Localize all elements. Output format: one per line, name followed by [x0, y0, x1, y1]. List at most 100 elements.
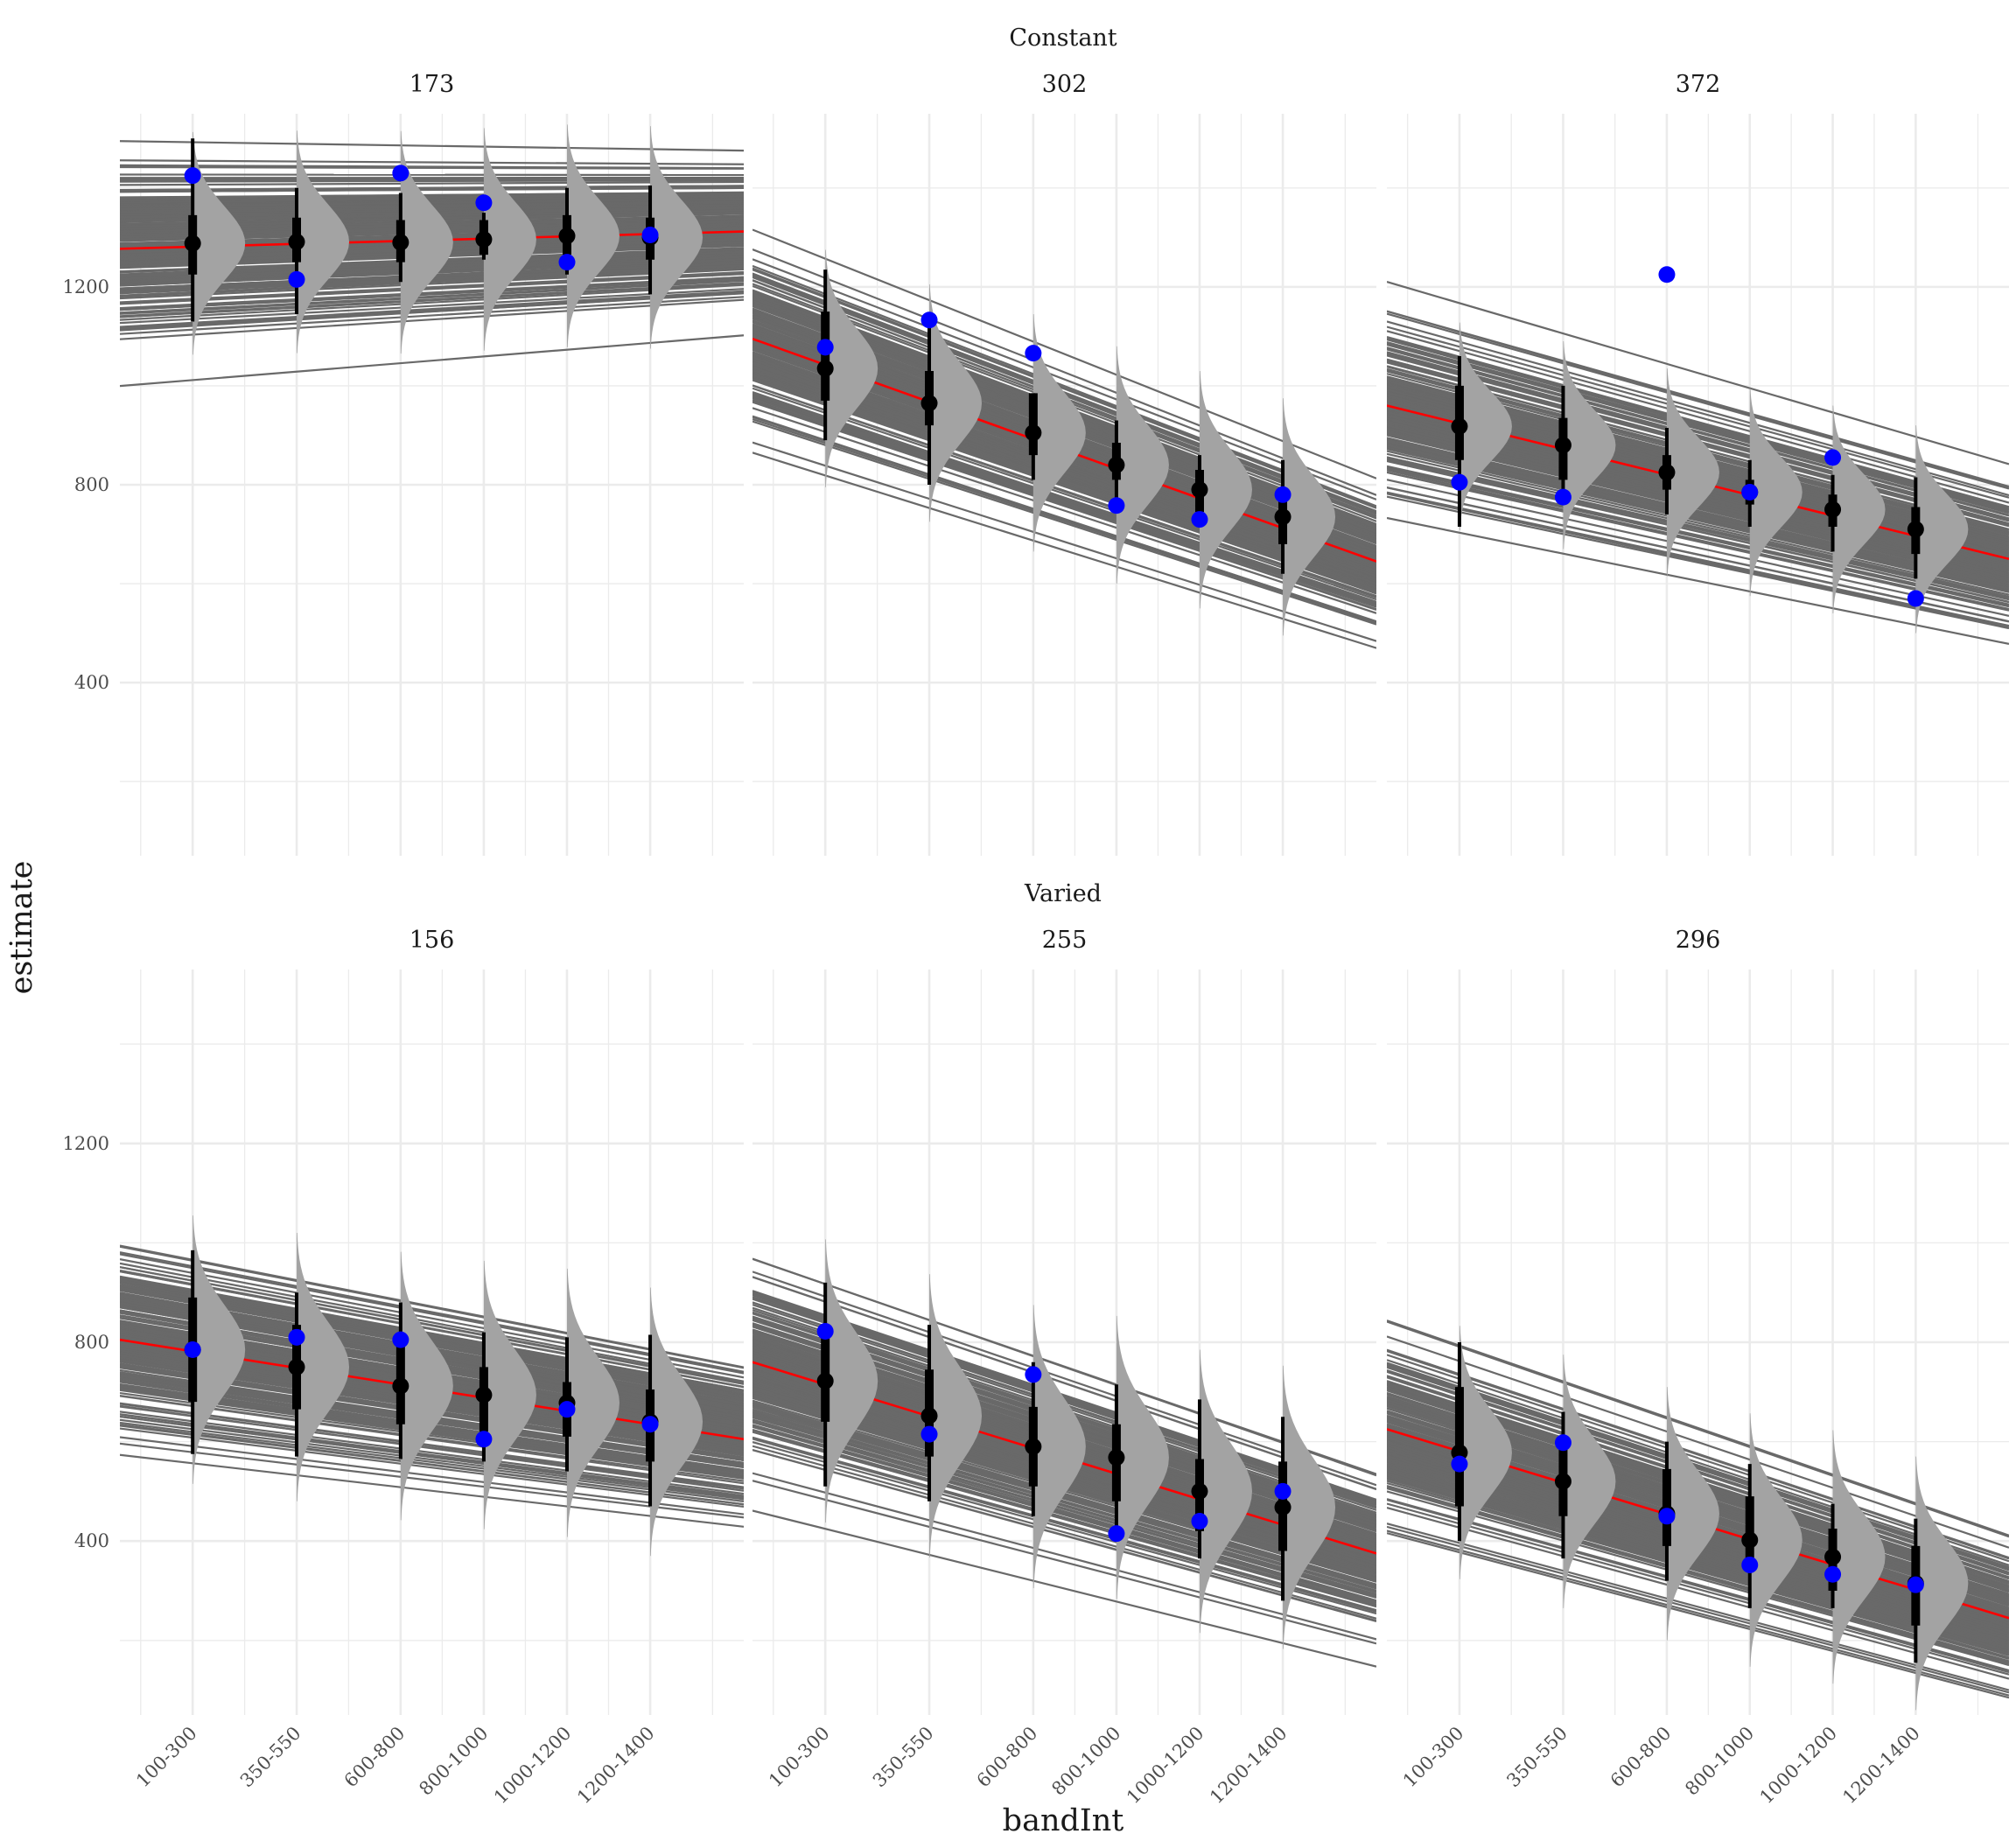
median-point — [288, 233, 305, 250]
observed-point — [1274, 486, 1292, 503]
posterior-line — [120, 1391, 744, 1480]
posterior-line — [752, 1480, 1376, 1645]
density-half-violin — [566, 1268, 620, 1537]
density-half-violin — [650, 126, 704, 349]
observed-point — [1191, 1512, 1208, 1530]
density-half-violin — [1563, 341, 1616, 550]
density-half-violin — [650, 1287, 704, 1557]
posterior-line — [752, 374, 1376, 592]
median-point — [920, 395, 938, 412]
panel-content — [1387, 1320, 2009, 1711]
posterior-line — [1387, 458, 2009, 600]
posterior-line — [120, 284, 744, 321]
posterior-line — [1387, 1522, 2009, 1691]
median-point — [288, 1358, 305, 1376]
row-strip-label: Varied — [1024, 880, 1102, 907]
posterior-line — [120, 140, 744, 152]
y-tick-label: 1200 — [63, 276, 109, 298]
density-half-violin — [483, 1260, 536, 1530]
panel-1-2: 296 100-300 350-550 600-800 800-10001000-120… — [1387, 927, 2009, 1808]
posterior-line — [120, 1277, 744, 1393]
posterior-line — [1387, 1480, 2009, 1659]
observed-point — [920, 1425, 938, 1443]
x-tick-label: 800-1000 — [1047, 1723, 1124, 1800]
posterior-line — [120, 159, 744, 165]
posterior-line — [752, 1438, 1376, 1613]
x-tick-label: 1200-1400 — [573, 1723, 659, 1809]
posterior-line — [1387, 1525, 2009, 1694]
posterior-line — [120, 290, 744, 328]
posterior-line — [1387, 281, 2009, 466]
posterior-line — [752, 1429, 1376, 1606]
density-half-violin — [1199, 370, 1252, 609]
observed-point — [920, 312, 938, 329]
posterior-line — [120, 173, 744, 177]
posterior-line — [752, 1424, 1376, 1602]
density-half-violin — [825, 1239, 878, 1523]
posterior-line — [1387, 465, 2009, 606]
x-tick-label: 100-300 — [1399, 1723, 1468, 1792]
posterior-line — [120, 291, 744, 330]
x-tick-label: 1200-1400 — [1206, 1723, 1292, 1809]
observed-point — [1658, 1508, 1676, 1525]
observed-point — [1025, 1366, 1042, 1383]
observed-point — [1741, 1556, 1759, 1573]
posterior-line — [752, 1290, 1376, 1502]
posterior-line — [120, 186, 744, 193]
median-point — [816, 360, 834, 377]
panel-content — [752, 1239, 1376, 1668]
posterior-line — [120, 282, 744, 318]
y-tick-label: 800 — [74, 474, 109, 495]
posterior-line — [1387, 346, 2009, 516]
posterior-line — [120, 1389, 744, 1479]
posterior-line — [1387, 440, 2009, 587]
x-tick-label: 1000-1200 — [1123, 1723, 1208, 1809]
posterior-line — [752, 387, 1376, 601]
panel-title: 255 — [1042, 927, 1088, 954]
posterior-line — [120, 195, 744, 204]
posterior-line — [752, 379, 1376, 594]
y-tick-label: 400 — [74, 1530, 109, 1551]
observed-point — [1658, 266, 1676, 284]
posterior-line — [120, 1270, 744, 1389]
observed-point — [184, 1341, 201, 1359]
posterior-line — [120, 1410, 744, 1495]
posterior-line — [120, 1402, 744, 1488]
posterior-line — [1387, 1472, 2009, 1653]
posterior-line — [752, 397, 1376, 608]
density-half-violin — [1199, 1349, 1252, 1634]
posterior-line — [120, 277, 744, 312]
density-half-violin — [1032, 1305, 1086, 1589]
observed-point — [1274, 1482, 1292, 1500]
posterior-line — [120, 193, 744, 202]
x-tick-label: 1200-1400 — [1838, 1723, 1924, 1809]
y-tick-label: 800 — [74, 1332, 109, 1353]
posterior-line — [1387, 1485, 2009, 1662]
posterior-line — [752, 1410, 1376, 1593]
x-tick-label: 600-800 — [973, 1723, 1042, 1792]
density-half-violin — [297, 130, 350, 354]
posterior-line — [1387, 1506, 2009, 1680]
density-half-violin — [1749, 1413, 1802, 1667]
observed-point — [1108, 1525, 1125, 1543]
posterior-line — [1387, 1481, 2009, 1660]
observed-point — [288, 1328, 305, 1346]
posterior-line — [752, 248, 1376, 496]
median-point — [558, 228, 576, 245]
posterior-line — [120, 1405, 744, 1490]
panel-title: 302 — [1042, 71, 1088, 98]
observed-point — [816, 1323, 834, 1340]
posterior-line — [120, 1278, 744, 1395]
observed-point — [1554, 1434, 1572, 1452]
median-point — [1741, 1531, 1759, 1549]
grid — [752, 114, 1376, 856]
median-point — [1191, 481, 1208, 499]
x-tick-label: 600-800 — [340, 1723, 410, 1792]
posterior-line — [752, 1270, 1376, 1487]
posterior-line — [1387, 1350, 2009, 1559]
panel-0-1: 302 — [752, 71, 1376, 856]
posterior-line — [120, 276, 744, 310]
x-tick-label: 350-550 — [1502, 1723, 1572, 1792]
posterior-line — [752, 452, 1376, 649]
panel-content — [752, 228, 1376, 649]
